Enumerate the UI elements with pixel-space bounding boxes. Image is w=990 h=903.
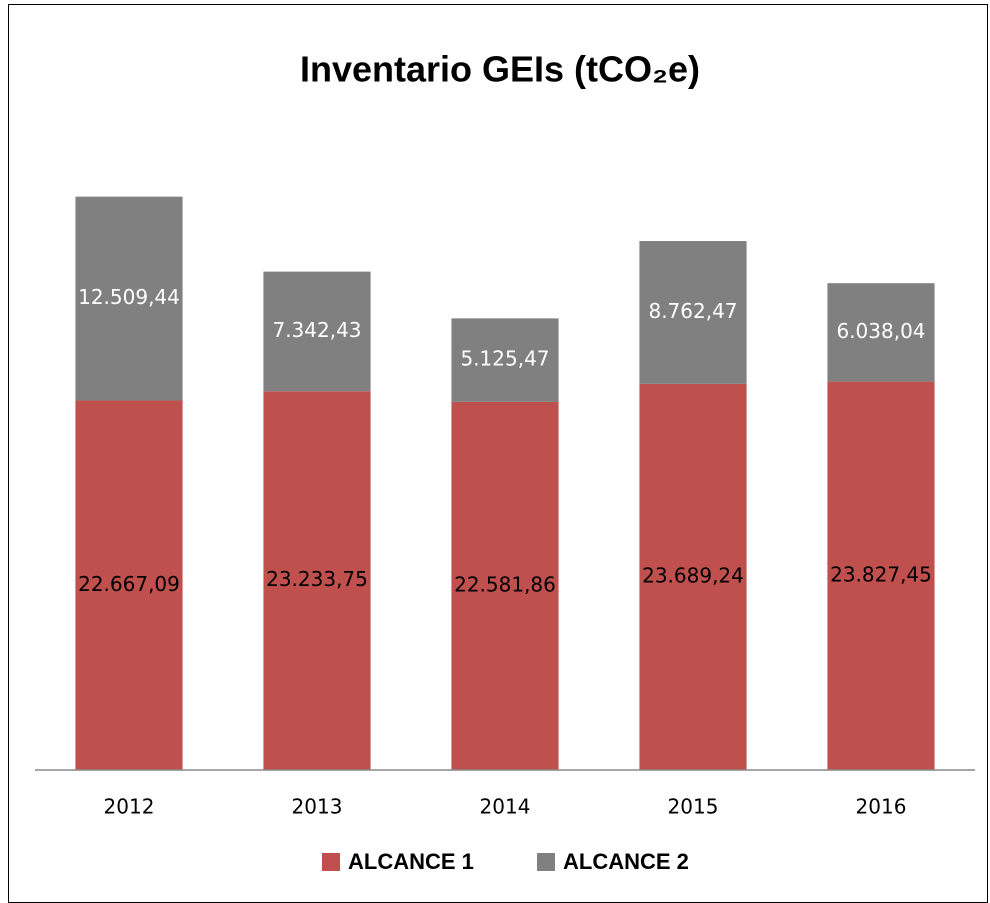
bar-segment xyxy=(75,400,183,770)
legend-swatch xyxy=(537,853,555,871)
legend-swatch xyxy=(322,853,340,871)
legend-label: ALCANCE 1 xyxy=(348,849,474,874)
x-tick-label: 2016 xyxy=(856,795,907,819)
bar-segment xyxy=(827,283,935,382)
bar-segment xyxy=(451,318,559,402)
data-label: 5.125,47 xyxy=(460,347,549,371)
data-label: 22.581,86 xyxy=(454,572,556,596)
data-label: 7.342,43 xyxy=(272,318,361,342)
data-label: 22.667,09 xyxy=(78,572,180,596)
bar-segment xyxy=(263,391,371,770)
data-label: 23.689,24 xyxy=(642,563,744,587)
bar-segment xyxy=(75,196,183,401)
bar-segment xyxy=(263,271,371,392)
data-label: 23.233,75 xyxy=(266,567,368,591)
bar-segment xyxy=(639,383,747,770)
data-label: 23.827,45 xyxy=(830,562,932,586)
bar-segment xyxy=(827,381,935,770)
x-tick-label: 2015 xyxy=(668,795,719,819)
bar-segment xyxy=(639,241,747,384)
chart-title: Inventario GEIs (tCO₂e) xyxy=(300,49,700,90)
bar-segment xyxy=(451,401,559,770)
data-label: 12.509,44 xyxy=(78,285,180,309)
legend-label: ALCANCE 2 xyxy=(563,849,689,874)
x-tick-label: 2014 xyxy=(480,795,531,819)
x-tick-label: 2012 xyxy=(104,795,155,819)
data-label: 6.038,04 xyxy=(836,319,925,343)
data-label: 8.762,47 xyxy=(648,299,737,323)
x-tick-label: 2013 xyxy=(292,795,343,819)
